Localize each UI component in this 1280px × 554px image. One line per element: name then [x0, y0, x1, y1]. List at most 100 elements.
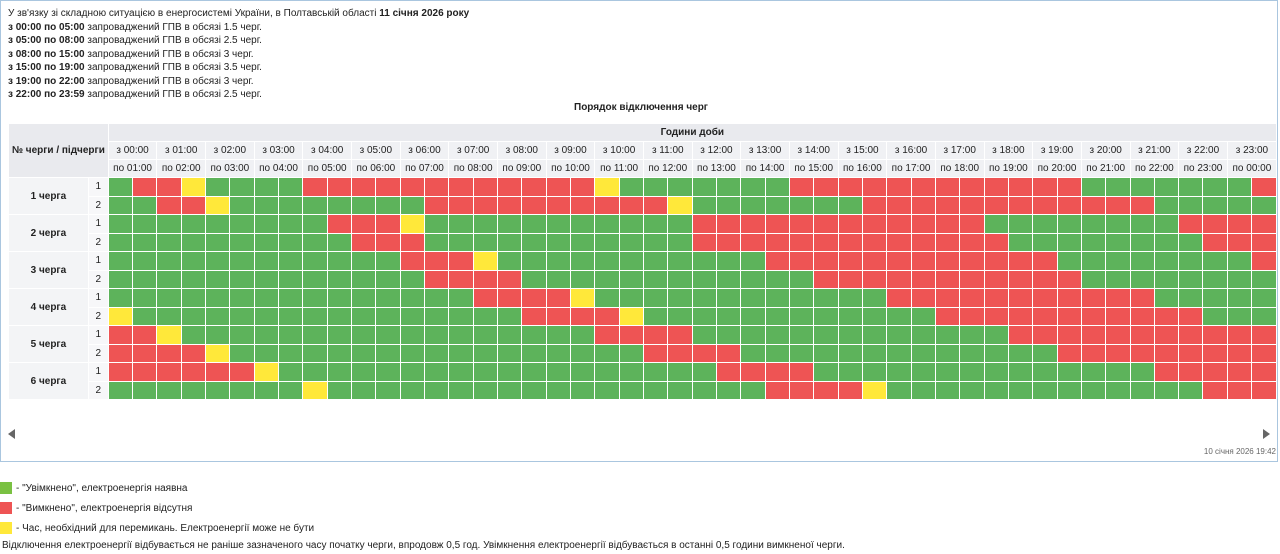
slot-cell — [569, 232, 596, 252]
slot-cell — [813, 380, 839, 400]
slot-cell — [1056, 269, 1082, 289]
slot-cell — [107, 214, 134, 234]
slot-cell — [618, 288, 644, 308]
slot-cell — [959, 306, 985, 326]
slot-cell — [107, 232, 134, 252]
slot-cell — [302, 251, 328, 271]
legend-swatch — [0, 482, 12, 494]
slot-cell — [278, 269, 304, 289]
slot-cell — [691, 232, 717, 252]
hour-to-cell: по 16:00 — [837, 159, 888, 178]
subqueue-label: 2 — [87, 269, 109, 289]
slot-cell — [1032, 195, 1058, 215]
slot-cell — [642, 195, 669, 215]
slot-cell — [448, 232, 474, 252]
slot-cell — [813, 232, 839, 252]
slot-cell — [253, 325, 280, 345]
slot-cell — [910, 269, 936, 289]
hour-from-cell: з 22:00 — [1178, 141, 1228, 160]
slot-cell — [934, 232, 961, 252]
slot-cell — [569, 343, 596, 363]
slot-cell — [545, 380, 571, 400]
queue-row: 6 черга 1 — [8, 362, 1277, 400]
slot-cell — [229, 362, 255, 382]
info-line-range: з 00:00 по 05:00 — [8, 21, 85, 33]
slot-cell — [1178, 195, 1204, 215]
slot-cell — [448, 195, 474, 215]
slot-cell — [861, 195, 888, 215]
slot-cell — [278, 177, 304, 197]
slot-cell — [715, 177, 742, 197]
slot-cell — [764, 306, 790, 326]
slot-cell — [740, 195, 766, 215]
slot-cell — [472, 269, 498, 289]
slot-cell — [837, 325, 863, 345]
slot-cell — [496, 362, 523, 382]
slot-cell — [1226, 214, 1253, 234]
scroll-right-icon[interactable] — [1263, 429, 1270, 439]
slot-cell — [1129, 288, 1155, 308]
slot-cell — [1056, 343, 1082, 363]
slot-cell — [1178, 380, 1204, 400]
slot-cell — [740, 232, 766, 252]
slot-cell — [934, 306, 961, 326]
queue-row: 2 черга 1 — [8, 214, 1277, 252]
legend-item: - "Увімкнено", електроенергія наявна — [0, 478, 314, 498]
slot-cell — [205, 269, 231, 289]
slot-cell — [1226, 343, 1253, 363]
slot-cell — [302, 232, 328, 252]
slot-cell — [1105, 325, 1131, 345]
slot-cell — [764, 325, 790, 345]
slot-cell — [545, 269, 571, 289]
slot-cell — [788, 232, 815, 252]
slot-cell — [1202, 195, 1228, 215]
slot-cell — [253, 232, 280, 252]
slot-cell — [861, 306, 888, 326]
slot-cell — [1178, 269, 1204, 289]
slot-cell — [1129, 380, 1155, 400]
hour-from-cell: з 20:00 — [1080, 141, 1131, 160]
slot-cell — [1178, 362, 1204, 382]
slot-cell — [934, 343, 961, 363]
slot-cell — [569, 251, 596, 271]
slot-cell — [934, 380, 961, 400]
footnote: Відключення електроенергії відбувається … — [2, 540, 845, 551]
slot-cell — [278, 380, 304, 400]
legend-text: - "Вимкнено", електроенергія відсутня — [16, 502, 193, 514]
slot-cell — [642, 325, 669, 345]
scroll-left-icon[interactable] — [8, 429, 15, 439]
slot-cell — [691, 269, 717, 289]
slot-cell — [1056, 232, 1082, 252]
slot-cell — [448, 251, 474, 271]
slot-cell — [1105, 195, 1131, 215]
slot-cell — [375, 362, 401, 382]
slot-cell — [1178, 343, 1204, 363]
slot-cell — [959, 269, 985, 289]
subqueue-label: 1 — [87, 251, 109, 271]
slot-cell — [1105, 177, 1131, 197]
slot-cell — [448, 177, 474, 197]
slot-cell — [618, 177, 644, 197]
slot-cell — [667, 362, 693, 382]
slot-cell — [1153, 306, 1180, 326]
slot-cell — [886, 325, 912, 345]
slot-cell — [764, 343, 790, 363]
slot-cell — [1178, 251, 1204, 271]
hour-to-cell: по 13:00 — [691, 159, 742, 178]
subqueue-label: 2 — [87, 380, 109, 400]
slot-cell — [837, 177, 863, 197]
slot-cell — [1056, 325, 1082, 345]
slot-cell — [910, 380, 936, 400]
slot-cell — [521, 288, 547, 308]
slot-cell — [983, 343, 1009, 363]
slot-cell — [1129, 362, 1155, 382]
slot-cell — [910, 177, 936, 197]
slot-cell — [1226, 177, 1253, 197]
horizontal-scrollbar[interactable] — [8, 426, 1270, 444]
slot-cell — [1032, 288, 1058, 308]
slot-cell — [375, 232, 401, 252]
slot-cell — [813, 195, 839, 215]
slot-cell — [569, 214, 596, 234]
slot-cell — [910, 251, 936, 271]
hour-to-cell: по 04:00 — [253, 159, 304, 178]
